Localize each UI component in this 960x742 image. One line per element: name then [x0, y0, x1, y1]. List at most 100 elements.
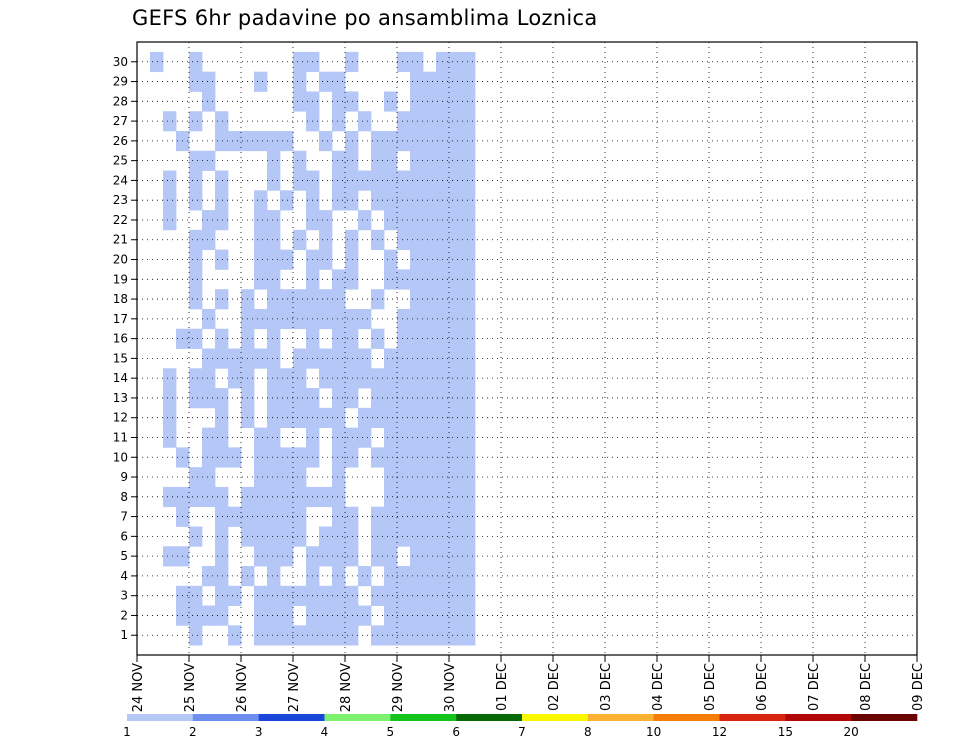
heatmap-cell [358, 407, 372, 428]
heatmap-cell [345, 91, 359, 112]
heatmap-cell [280, 289, 294, 310]
heatmap-cell [449, 190, 463, 211]
heatmap-cell [462, 130, 476, 152]
y-tick-label: 5 [120, 549, 128, 563]
heatmap-cell [293, 289, 307, 310]
heatmap-cell [228, 585, 242, 606]
heatmap-cell [449, 486, 463, 508]
heatmap-cell [189, 368, 203, 389]
heatmap-cell [319, 585, 333, 606]
heatmap-cell [332, 407, 346, 428]
heatmap-cell [449, 368, 463, 389]
heatmap-cell [202, 229, 216, 251]
heatmap-cell [280, 407, 294, 428]
heatmap-cell [423, 506, 437, 527]
heatmap-cell [397, 506, 411, 527]
heatmap-cell [319, 308, 333, 330]
legend-label: 15 [778, 725, 793, 739]
heatmap-cell [202, 427, 216, 448]
heatmap-cell [215, 407, 229, 428]
heatmap-cell [189, 585, 203, 606]
x-tick-label: 07 DEC [807, 663, 822, 711]
y-tick-label: 3 [120, 589, 128, 603]
heatmap-cell [280, 249, 294, 270]
heatmap-cell [462, 210, 476, 231]
heatmap-cell [423, 546, 437, 567]
heatmap-cell [449, 289, 463, 310]
heatmap-cell [423, 467, 437, 488]
heatmap-cell [462, 506, 476, 527]
heatmap-cell [410, 190, 424, 211]
heatmap-cell [449, 388, 463, 409]
heatmap-cell [345, 546, 359, 567]
heatmap-cell [319, 289, 333, 310]
heatmap-cell [345, 605, 359, 626]
heatmap-cell [462, 111, 476, 132]
heatmap-cell [189, 249, 203, 270]
heatmap-cell [410, 71, 424, 92]
y-tick-label: 14 [113, 371, 128, 385]
y-tick-label: 2 [120, 608, 128, 622]
plot-grid [137, 42, 917, 655]
heatmap-cell [462, 249, 476, 270]
heatmap-cell [462, 308, 476, 330]
heatmap-cell [397, 388, 411, 409]
heatmap-cell [423, 447, 437, 468]
heatmap-cell [163, 368, 177, 389]
x-tick-label: 06 DEC [755, 663, 770, 711]
legend-swatch [324, 714, 391, 721]
heatmap-cell [280, 368, 294, 389]
y-tick-label: 25 [113, 154, 128, 168]
heatmap-cell [293, 348, 307, 369]
heatmap-cell [293, 51, 307, 73]
heatmap-cell [358, 368, 372, 389]
y-tick-label: 22 [113, 213, 128, 227]
heatmap-cell [189, 71, 203, 92]
heatmap-cell [410, 625, 424, 646]
heatmap-cell [267, 289, 281, 310]
legend-label: 10 [646, 725, 661, 739]
heatmap-cell [397, 566, 411, 587]
heatmap-cell [384, 605, 398, 626]
legend-swatch [258, 714, 325, 721]
heatmap-cell [332, 269, 346, 290]
heatmap-cell [423, 111, 437, 132]
heatmap-cell [332, 368, 346, 389]
heatmap-cell [345, 447, 359, 468]
heatmap-cell [384, 427, 398, 448]
heatmap-cell [384, 546, 398, 567]
heatmap-cell [267, 526, 281, 547]
heatmap-cell [397, 467, 411, 488]
heatmap-cell [189, 388, 203, 409]
heatmap-cell [267, 388, 281, 409]
heatmap-cell [410, 566, 424, 587]
heatmap-cell [215, 486, 229, 508]
heatmap-cell [449, 269, 463, 290]
heatmap-cell [345, 348, 359, 369]
heatmap-cell [449, 130, 463, 152]
heatmap-cell [384, 467, 398, 488]
heatmap-cell [163, 407, 177, 428]
x-tick-label: 05 DEC [703, 663, 718, 711]
heatmap-cell [215, 210, 229, 231]
heatmap-cell [423, 308, 437, 330]
heatmap-cell [462, 170, 476, 191]
heatmap-cell [384, 190, 398, 211]
heatmap-cell [410, 467, 424, 488]
legend-label: 1 [123, 725, 131, 739]
heatmap-cell [410, 51, 424, 73]
heatmap-cell [384, 348, 398, 369]
heatmap-cell [293, 467, 307, 488]
heatmap-cell [397, 210, 411, 231]
heatmap-cell [384, 91, 398, 112]
heatmap-cell [345, 51, 359, 73]
legend-swatch [456, 714, 523, 721]
y-tick-label: 17 [113, 312, 128, 326]
heatmap-cell [293, 388, 307, 409]
heatmap-cell [319, 249, 333, 270]
heatmap-cell [410, 229, 424, 251]
heatmap-cell [397, 427, 411, 448]
legend-label: 3 [255, 725, 263, 739]
y-tick-label: 23 [113, 193, 128, 207]
heatmap-cell [423, 427, 437, 448]
